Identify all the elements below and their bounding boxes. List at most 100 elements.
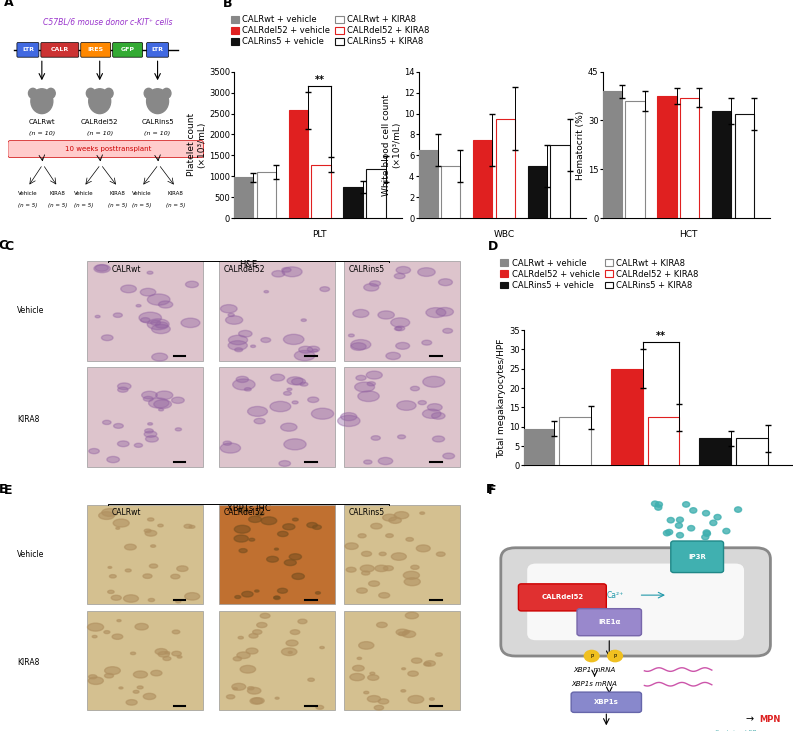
Bar: [550, 145, 570, 219]
Circle shape: [394, 512, 408, 519]
Circle shape: [292, 401, 298, 404]
Circle shape: [354, 382, 374, 392]
Circle shape: [655, 501, 662, 507]
Circle shape: [278, 588, 287, 594]
Circle shape: [238, 507, 248, 512]
Circle shape: [710, 520, 717, 526]
Circle shape: [436, 552, 445, 556]
FancyBboxPatch shape: [571, 692, 642, 713]
Bar: [648, 417, 680, 466]
Text: WBC: WBC: [493, 230, 515, 239]
Text: KIRA8: KIRA8: [50, 192, 66, 197]
Circle shape: [364, 284, 379, 291]
Circle shape: [683, 501, 690, 507]
Circle shape: [125, 569, 131, 572]
Text: (n = 5): (n = 5): [48, 202, 67, 208]
Circle shape: [105, 88, 113, 98]
Circle shape: [370, 673, 375, 675]
Circle shape: [104, 631, 110, 634]
Circle shape: [260, 613, 270, 618]
Circle shape: [158, 524, 163, 527]
Circle shape: [126, 700, 137, 705]
Circle shape: [285, 560, 297, 566]
FancyBboxPatch shape: [501, 548, 771, 656]
Circle shape: [294, 350, 315, 360]
Circle shape: [338, 415, 360, 426]
Circle shape: [723, 529, 730, 534]
Circle shape: [367, 382, 375, 386]
Circle shape: [347, 567, 356, 572]
Circle shape: [289, 554, 301, 560]
Text: KIRA8: KIRA8: [17, 414, 40, 424]
Circle shape: [89, 675, 97, 679]
Circle shape: [292, 573, 305, 580]
Bar: [523, 429, 554, 466]
Circle shape: [148, 398, 169, 408]
Circle shape: [155, 391, 173, 400]
Circle shape: [92, 635, 97, 638]
Circle shape: [102, 420, 111, 425]
Circle shape: [369, 581, 380, 586]
Circle shape: [412, 658, 422, 663]
Text: XBP1s mRNA: XBP1s mRNA: [572, 681, 618, 687]
Circle shape: [240, 665, 255, 673]
Circle shape: [29, 88, 37, 98]
Circle shape: [247, 687, 261, 694]
Circle shape: [377, 622, 387, 627]
Bar: [87, 505, 203, 604]
Circle shape: [140, 288, 155, 296]
Circle shape: [345, 543, 358, 550]
Circle shape: [279, 461, 290, 466]
Bar: [734, 114, 754, 219]
Circle shape: [31, 88, 53, 113]
Text: KIRA8: KIRA8: [109, 192, 125, 197]
Text: H&E: H&E: [239, 260, 258, 269]
Circle shape: [144, 693, 155, 700]
Circle shape: [116, 527, 120, 529]
Circle shape: [282, 648, 297, 656]
Text: (n = 10): (n = 10): [86, 131, 113, 135]
Circle shape: [404, 572, 419, 580]
Circle shape: [416, 545, 431, 552]
Circle shape: [228, 314, 234, 317]
Text: CALRins5: CALRins5: [349, 265, 385, 273]
Circle shape: [348, 334, 354, 337]
Text: XBP1 mRNA: XBP1 mRNA: [573, 667, 615, 673]
Text: B: B: [223, 0, 232, 10]
Circle shape: [378, 699, 389, 704]
Circle shape: [89, 88, 111, 113]
Circle shape: [247, 406, 267, 417]
Circle shape: [228, 336, 247, 345]
Circle shape: [734, 507, 741, 512]
Circle shape: [137, 686, 143, 689]
Circle shape: [136, 305, 141, 307]
Circle shape: [151, 545, 155, 548]
Circle shape: [396, 267, 411, 273]
Circle shape: [690, 508, 697, 513]
Circle shape: [232, 379, 255, 390]
Circle shape: [144, 431, 157, 437]
Circle shape: [257, 623, 267, 628]
Text: CALR: CALR: [51, 48, 69, 53]
Bar: [611, 369, 642, 466]
Circle shape: [357, 588, 367, 594]
Circle shape: [607, 651, 623, 662]
Circle shape: [181, 318, 200, 327]
Circle shape: [172, 651, 182, 656]
Circle shape: [397, 435, 405, 439]
Circle shape: [298, 619, 307, 624]
Circle shape: [232, 683, 246, 690]
Circle shape: [272, 270, 285, 277]
Circle shape: [239, 330, 252, 337]
Circle shape: [351, 343, 366, 350]
Circle shape: [287, 388, 292, 390]
Circle shape: [688, 526, 695, 531]
Circle shape: [379, 593, 389, 598]
Circle shape: [117, 383, 131, 390]
Circle shape: [385, 534, 393, 537]
Text: E: E: [4, 484, 13, 496]
Circle shape: [703, 510, 710, 516]
Circle shape: [702, 534, 709, 539]
Circle shape: [86, 88, 95, 98]
Circle shape: [320, 646, 324, 648]
